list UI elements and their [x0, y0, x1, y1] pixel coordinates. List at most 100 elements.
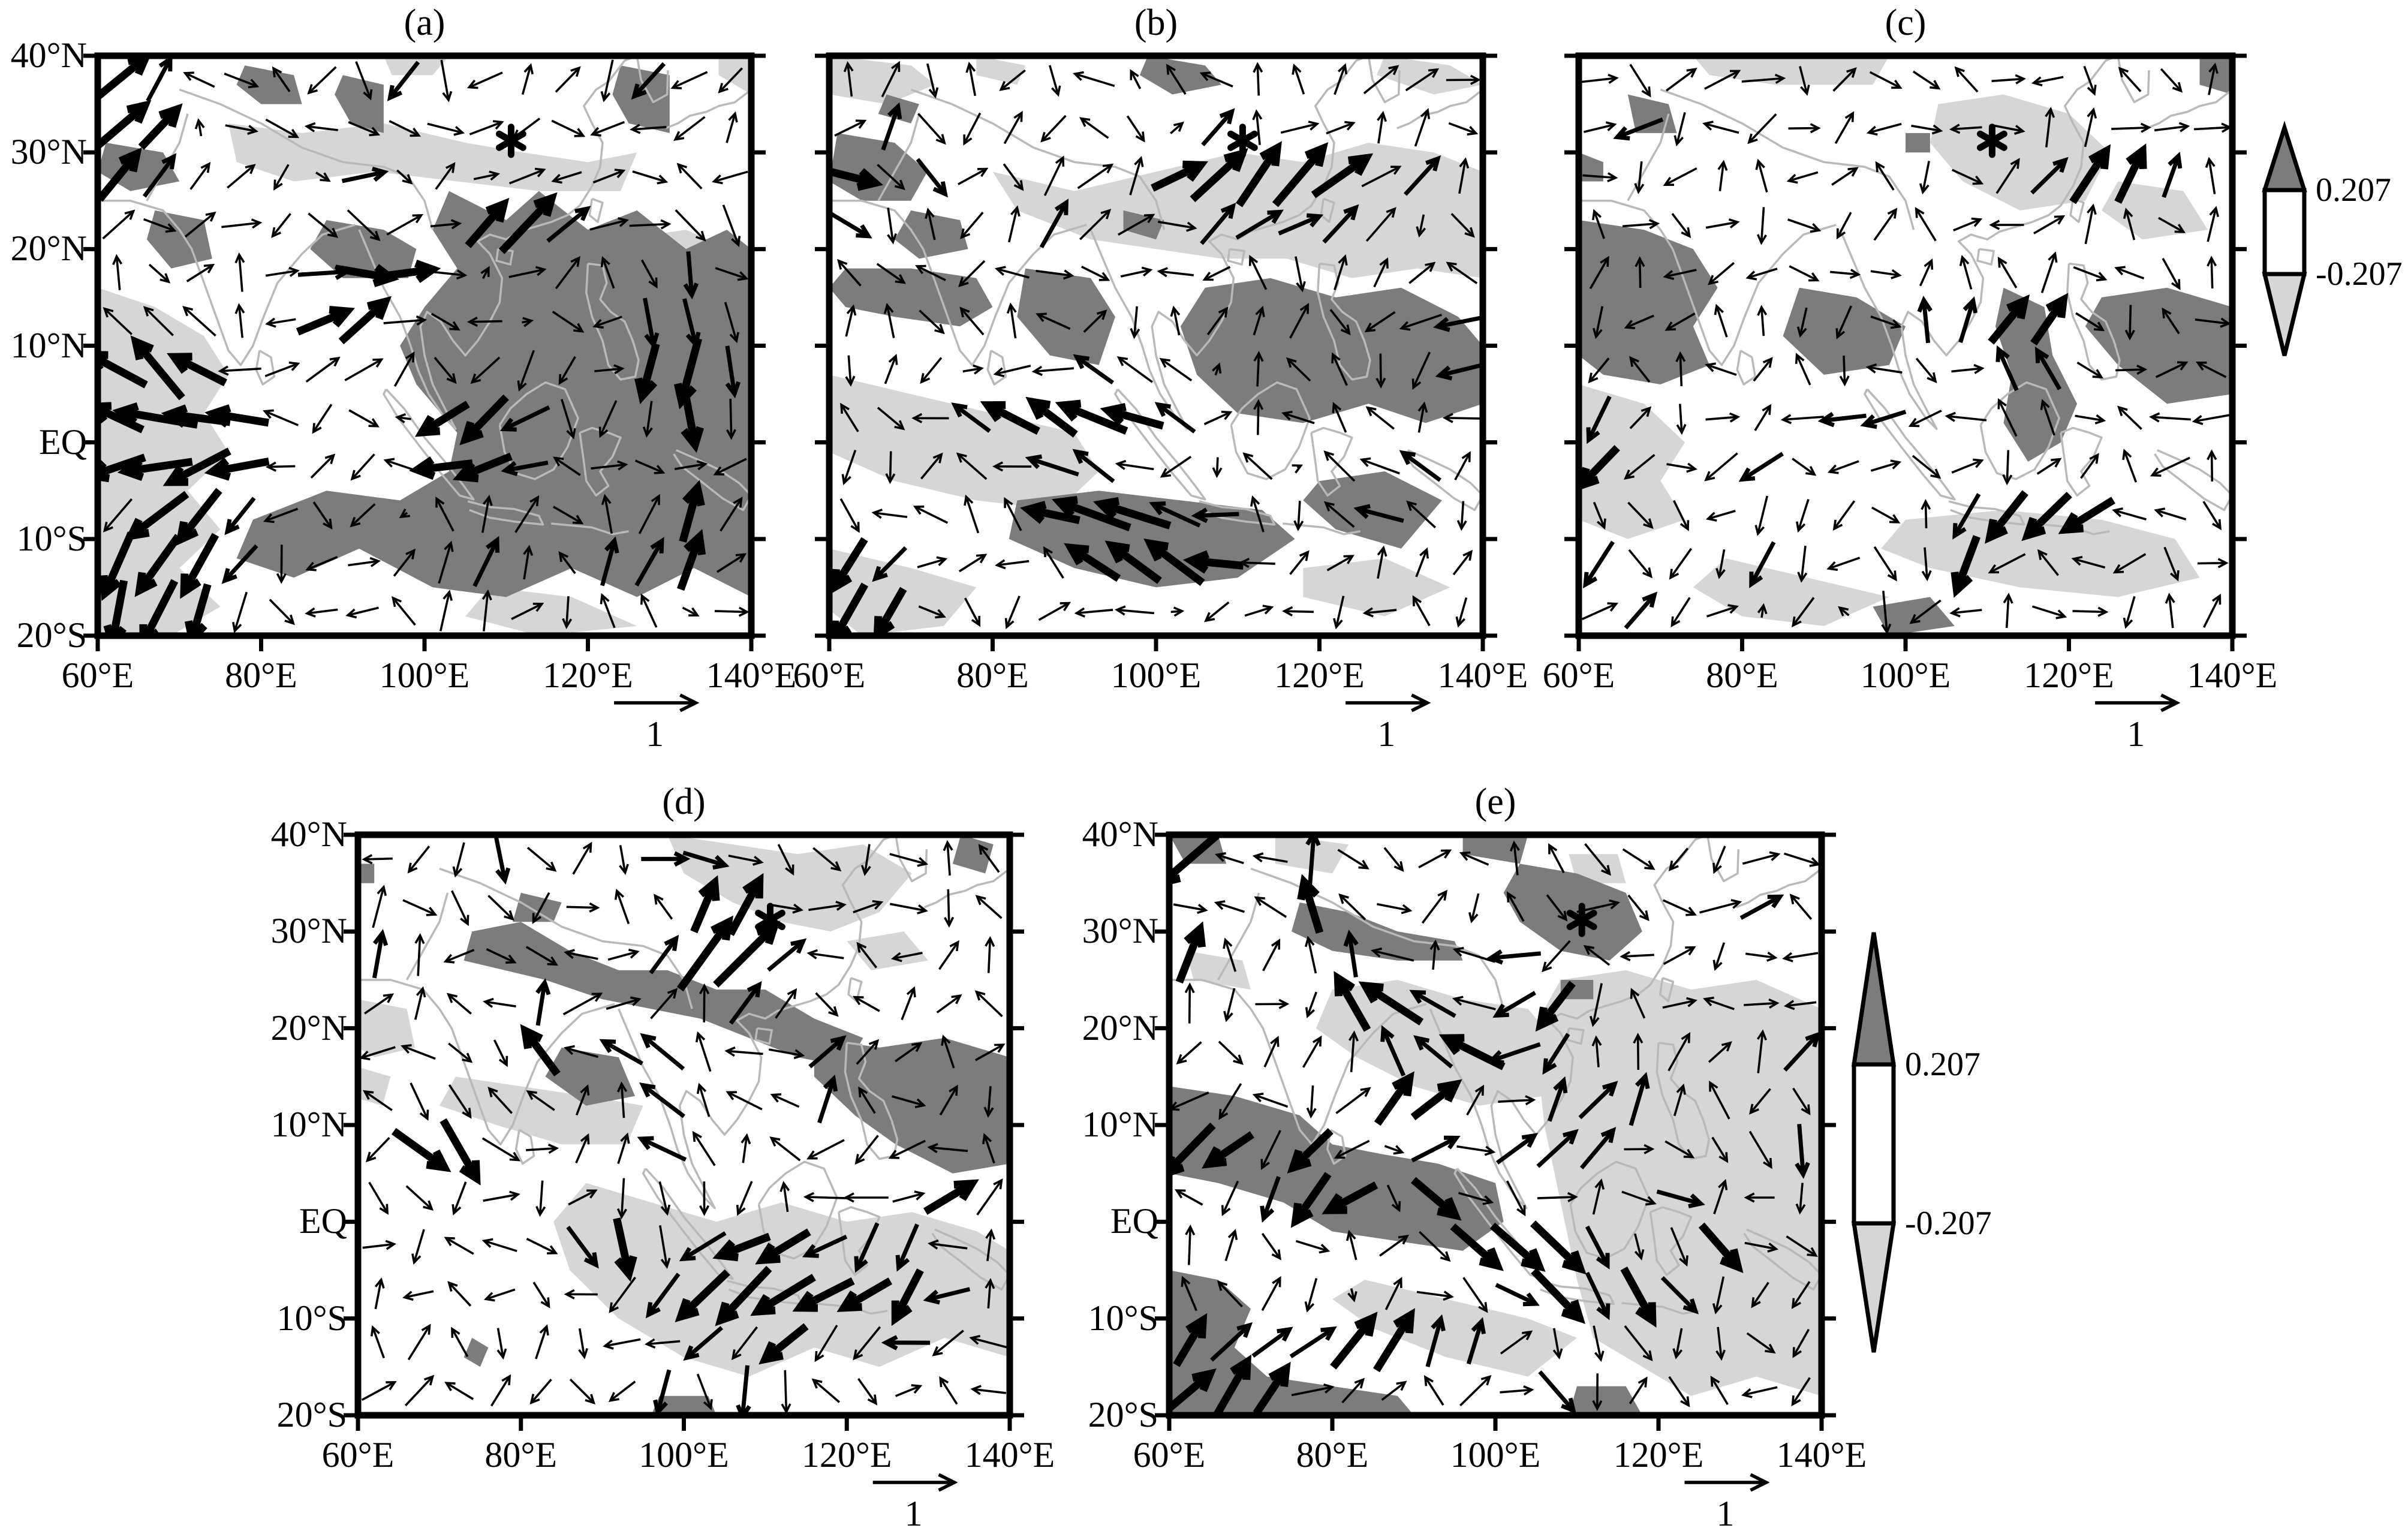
wind-vector-arrow	[372, 933, 384, 979]
wind-vector-arrowhead	[401, 1044, 412, 1054]
wind-vector-arrow	[658, 1181, 669, 1214]
wind-vector-arrowhead	[1638, 1376, 1648, 1388]
panel-e-map	[1169, 835, 1822, 1415]
wind-vector-arrow	[1201, 110, 1234, 147]
wind-vector-arrow	[976, 991, 1003, 1018]
wind-vector-arrow	[575, 1086, 589, 1116]
wind-vector-arrowhead	[271, 227, 282, 238]
wind-vector-arrow	[355, 61, 372, 99]
x-tick-label: 140°E	[2187, 655, 2278, 695]
wind-vector-arrowhead	[2170, 570, 2180, 582]
wind-vector-arrowhead	[1997, 398, 2007, 410]
wind-vector-arrowhead	[1997, 256, 2007, 268]
wind-vector-arrowhead	[895, 1255, 910, 1272]
coastline	[844, 1042, 899, 1160]
wind-vector-arrow	[857, 943, 878, 968]
wind-vector-arrowhead	[204, 457, 231, 481]
wind-vector-arrowhead	[1054, 198, 1069, 215]
wind-vector-arrowhead	[1887, 570, 1897, 582]
wind-vector-arrowhead	[369, 127, 381, 137]
wind-vector-arrow	[448, 1084, 471, 1118]
wind-vector-arrow	[1660, 1276, 1697, 1313]
wind-vector-arrow	[831, 537, 868, 589]
wind-vector-arrow	[402, 1045, 436, 1060]
wind-vector-arrow	[589, 219, 627, 231]
wind-vector-arrowhead	[1323, 501, 1335, 512]
wind-vector-arrowhead	[466, 79, 478, 89]
wind-vector-arrowhead	[1644, 1144, 1655, 1154]
wind-vector-arrowhead	[741, 1133, 751, 1145]
wind-vector-arrow	[809, 952, 844, 959]
wind-vector-arrow	[1705, 221, 1738, 229]
shaded-region-positive	[236, 65, 302, 104]
wind-vector-arrowhead	[1921, 570, 1932, 582]
station-asterisk-marker	[1227, 130, 1258, 151]
wind-vector-arrowhead	[949, 1084, 958, 1096]
wind-vector-arrow	[404, 1290, 434, 1299]
wind-vector-arrow	[2075, 414, 2104, 422]
wind-vector-arrowhead	[405, 351, 415, 363]
wind-vector-arrowhead	[1487, 1050, 1504, 1065]
wind-vector-arrowhead	[1930, 80, 1941, 90]
wind-vector-arrowhead	[1480, 1374, 1492, 1386]
wind-vector-arrow	[592, 169, 624, 184]
wind-vector-arrow	[1200, 204, 1235, 245]
wind-vector-arrow	[1107, 407, 1164, 430]
wind-vector-arrowhead	[1354, 1377, 1365, 1389]
wind-vector-arrowhead	[2114, 266, 2126, 276]
wind-vector-arrowhead	[673, 131, 685, 142]
wind-vector-arrowhead	[288, 361, 300, 371]
wind-vector-arrow	[1587, 395, 1612, 441]
wind-vector-arrowhead	[1664, 321, 1676, 331]
wind-vector-arrowhead	[1306, 1107, 1317, 1119]
wind-vector-arrow	[1543, 1033, 1570, 1072]
wind-vector-arrow	[483, 591, 489, 631]
wind-vector-arrowhead	[103, 307, 114, 318]
wind-vector-arrowhead	[221, 568, 237, 584]
wind-vector-arrow	[693, 1132, 716, 1166]
wind-vector-arrow	[1100, 500, 1172, 530]
wind-vector-arrowhead	[1745, 270, 1757, 281]
wind-vector-arrow	[1704, 70, 1739, 90]
shaded-region-positive	[829, 133, 928, 201]
wind-vector-arrowhead	[1919, 183, 1930, 195]
wind-vector-arrowhead	[830, 620, 852, 636]
wind-vector-arrowhead	[1679, 520, 1690, 531]
wind-vector-arrowhead	[1749, 572, 1763, 588]
wind-vector-arrowhead	[2045, 107, 2055, 118]
wind-vector-arrowhead	[1182, 550, 1210, 574]
coastline	[2060, 426, 2103, 497]
wind-vector-arrowhead	[1334, 1150, 1346, 1159]
wind-vector-arrowhead	[1392, 1071, 1414, 1097]
wind-vector-arrow	[1372, 949, 1414, 962]
wind-vector-arrowhead	[539, 1324, 549, 1336]
wind-vector-arrowhead	[272, 66, 282, 78]
wind-vector-arrowhead	[1479, 1247, 1504, 1271]
wind-vector-arrow	[104, 498, 133, 532]
wind-vector-arrow	[1489, 1222, 1542, 1270]
wind-vector-arrowhead	[1446, 261, 1457, 272]
wind-vector-arrowhead	[161, 404, 188, 428]
coastline	[179, 88, 434, 230]
wind-vector-arrowhead	[1683, 1148, 1695, 1159]
wind-vector-arrow	[1924, 547, 1928, 579]
wind-vector-arrow	[2036, 458, 2061, 475]
wind-vector-arrowhead	[1681, 227, 1691, 239]
wind-vector-arrow	[1910, 410, 1942, 427]
wind-vector-arrowhead	[769, 1136, 781, 1147]
wind-vector-arrow	[963, 112, 982, 145]
wind-vector-arrowhead	[1679, 1255, 1688, 1267]
wind-vector-arrowhead	[452, 1204, 462, 1216]
wind-vector-arrow	[1116, 609, 1155, 615]
wind-vector-arrowhead	[1522, 1330, 1533, 1341]
wind-vector-arrow	[881, 62, 900, 98]
wind-vector-arrow	[857, 1377, 877, 1404]
wind-vector-arrowhead	[1413, 1035, 1430, 1051]
coastline	[1320, 197, 1335, 223]
wind-vector-arrow	[1251, 1327, 1291, 1358]
wind-vector-arrow	[1424, 1376, 1444, 1406]
wind-vector-arrowhead	[992, 461, 1004, 472]
wind-vector-arrowhead	[1191, 507, 1208, 524]
wind-vector-arrow	[104, 308, 133, 335]
wind-vector-arrowhead	[1516, 1205, 1526, 1217]
